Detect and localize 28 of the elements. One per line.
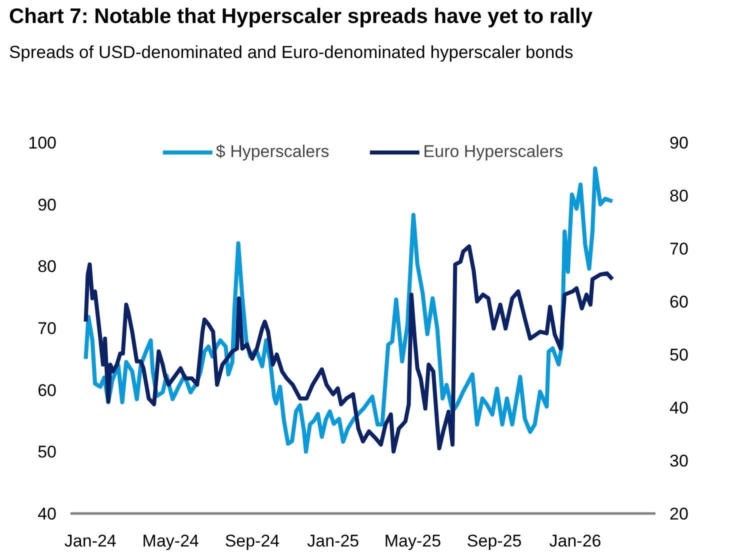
y-tick-label: 90 bbox=[38, 195, 57, 214]
y2-tick-label: 80 bbox=[670, 186, 688, 206]
x-tick-label: Jan-26 bbox=[549, 532, 602, 550]
x-tick-label: Sep-25 bbox=[466, 532, 522, 550]
y2-tick-label: 50 bbox=[670, 346, 688, 364]
x-tick-label: Jan-25 bbox=[307, 532, 360, 550]
y-tick-label: 70 bbox=[38, 319, 57, 338]
x-tick-label: Jan-24 bbox=[64, 532, 116, 550]
x-tick-label: May-24 bbox=[142, 532, 199, 550]
y2-tick-label: 20 bbox=[670, 504, 688, 524]
y-tick-label: 50 bbox=[38, 442, 57, 462]
chart-subtitle: Spreads of USD-denominated and Euro-denominated hyperscaler bonds bbox=[9, 41, 574, 64]
y-tick-label: 100 bbox=[28, 134, 57, 152]
y-tick-label: 80 bbox=[38, 257, 57, 276]
chart-title: Chart 7: Notable that Hyperscaler spreads have yet to rally bbox=[9, 4, 593, 30]
y-tick-label: 40 bbox=[38, 504, 57, 524]
y-tick-label: 60 bbox=[38, 380, 57, 400]
line-series bbox=[84, 244, 614, 454]
y2-tick-label: 30 bbox=[670, 452, 688, 470]
legend-label: $ Hyperscalers bbox=[216, 142, 330, 162]
y2-tick-label: 40 bbox=[670, 398, 688, 418]
legend-label: Euro Hyperscalers bbox=[423, 142, 564, 162]
y2-tick-label: 60 bbox=[670, 292, 688, 312]
x-tick-label: May-25 bbox=[384, 532, 442, 550]
line-series bbox=[84, 166, 614, 454]
y2-tick-label: 70 bbox=[670, 240, 688, 258]
y2-tick-label: 90 bbox=[670, 134, 688, 152]
x-tick-label: Sep-24 bbox=[224, 532, 280, 550]
